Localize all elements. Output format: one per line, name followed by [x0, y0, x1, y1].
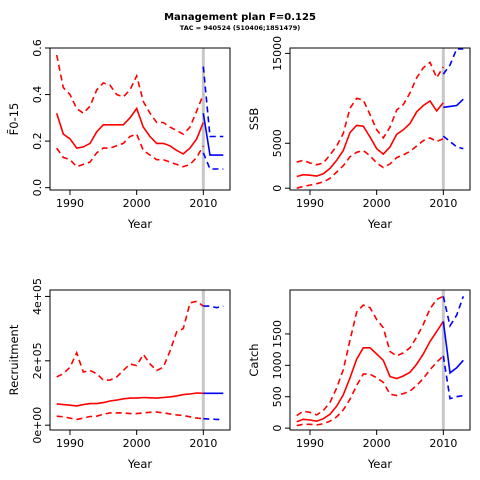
x-tick-label-fbar-2010: 2010: [189, 197, 217, 210]
y-axis-label-fbar: F̄0-15: [7, 103, 21, 136]
historical-median-line-fbar: [55, 106, 205, 155]
projection-upper-line-catch: [442, 296, 465, 328]
x-axis-label-catch: Year: [367, 457, 393, 471]
historical-lower-line-recruitment: [56, 411, 204, 421]
x-tick-label-catch-2010: 2010: [429, 437, 457, 450]
y-axis-label-catch: Catch: [247, 343, 261, 376]
y-tick-label-recruitment-2: 4e+05: [31, 278, 44, 315]
historical-upper-line-recruitment: [56, 300, 204, 381]
historical-upper-line-ssb: [296, 61, 444, 166]
y-tick-label-catch-3: 1500: [271, 320, 284, 348]
y-tick-label-catch-2: 1000: [271, 351, 284, 379]
historical-upper-line-catch: [296, 295, 444, 417]
projection-upper-line-recruitment: [203, 305, 224, 309]
historical-median-line-catch: [296, 320, 444, 423]
x-tick-label-recruitment-1990: 1990: [56, 437, 84, 450]
y-tick-label-catch-1: 500: [271, 386, 284, 407]
y-tick-label-fbar-2: 0.4: [31, 86, 44, 104]
panels: 1990 2000 2010 0.0 0.2 0.4 0.6 Year F̄0-15 1990 20…: [7, 36, 471, 471]
projection-lower-line-recruitment: [203, 417, 224, 421]
x-tick-label-catch-2000: 2000: [363, 437, 391, 450]
plot-frame-fbar: [49, 47, 231, 191]
figure-title: Management plan F=0.125: [164, 12, 316, 23]
x-tick-label-ssb-1990: 1990: [296, 197, 324, 210]
panel-ssb: 1990 2000 2010 0 5000 15000 Year SSB: [247, 36, 471, 231]
x-axis-label-fbar: Year: [127, 217, 153, 231]
projection-upper-line-ssb: [442, 48, 464, 75]
x-tick-label-ssb-2000: 2000: [363, 197, 391, 210]
projection-lower-line-ssb: [442, 135, 464, 150]
historical-lower-line-catch: [296, 355, 444, 427]
series-group-recruitment: [56, 300, 224, 421]
x-axis-label-recruitment: Year: [127, 457, 153, 471]
historical-lower-line-fbar: [56, 133, 204, 168]
y-axis-label-ssb: SSB: [247, 108, 261, 131]
y-tick-label-ssb-1: 5000: [271, 129, 284, 157]
historical-median-line-ssb: [296, 99, 444, 178]
y-tick-label-recruitment-1: 2e+05: [31, 342, 44, 379]
y-axis-label-recruitment: Recruitment: [7, 324, 21, 395]
y-tick-label-catch-0: 0: [271, 425, 284, 432]
projection-median-line-fbar: [202, 113, 224, 156]
panel-fbar: 1990 2000 2010 0.0 0.2 0.4 0.6 Year F̄0-15: [7, 39, 231, 231]
projection-median-line-catch: [442, 321, 464, 375]
projection-lower-line-fbar: [202, 152, 224, 170]
panel-recruitment: 1990 2000 2010 0e+00 2e+05 4e+05 Year Recruitme…: [7, 278, 231, 471]
historical-median-line-recruitment: [56, 392, 204, 407]
y-tick-label-ssb-2: 15000: [271, 36, 284, 71]
x-tick-label-recruitment-2010: 2010: [189, 437, 217, 450]
x-tick-label-recruitment-2000: 2000: [123, 437, 151, 450]
y-tick-label-fbar-1: 0.2: [31, 132, 44, 150]
historical-lower-line-ssb: [296, 137, 444, 189]
x-axis-label-ssb: Year: [367, 217, 393, 231]
y-tick-label-recruitment-0: 0e+00: [31, 407, 44, 444]
projection-lower-line-catch: [442, 355, 464, 400]
panel-catch: 1990 2000 2010 0 500 1000 1500 Year Catch: [247, 289, 471, 471]
y-tick-label-ssb-0: 0: [271, 185, 284, 192]
figure-subtitle: TAC = 940524 (510406;1851479): [180, 24, 300, 32]
plot-frame-ssb: [289, 47, 471, 191]
x-tick-label-fbar-2000: 2000: [123, 197, 151, 210]
x-tick-label-ssb-2010: 2010: [429, 197, 457, 210]
projection-upper-line-fbar: [202, 66, 224, 138]
series-group-ssb: [296, 48, 464, 189]
series-group-catch: [296, 295, 465, 427]
historical-upper-line-fbar: [55, 54, 205, 136]
x-tick-label-fbar-1990: 1990: [56, 197, 84, 210]
series-group-fbar: [55, 54, 224, 170]
plot-frame-recruitment: [49, 289, 231, 431]
plot-frame-catch: [289, 289, 471, 431]
projection-median-line-ssb: [443, 98, 464, 109]
y-tick-label-fbar-0: 0.0: [31, 179, 44, 197]
y-tick-label-fbar-3: 0.6: [31, 39, 44, 57]
x-tick-label-catch-1990: 1990: [296, 437, 324, 450]
